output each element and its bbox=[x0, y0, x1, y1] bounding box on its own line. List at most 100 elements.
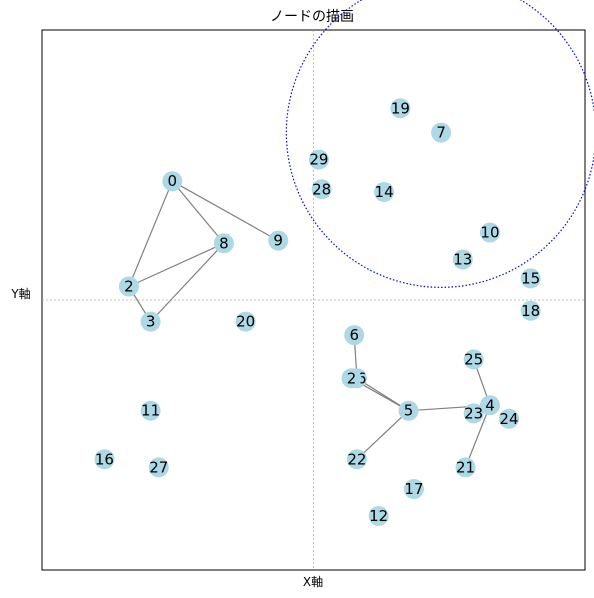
node-label: 7 bbox=[436, 124, 446, 142]
node-label: 12 bbox=[369, 507, 388, 525]
node-marker bbox=[431, 122, 452, 143]
node-label: 27 bbox=[149, 458, 168, 476]
node: 6 bbox=[344, 325, 365, 346]
node-label: 18 bbox=[521, 302, 540, 320]
node: 16 bbox=[94, 449, 115, 470]
node-label: 9 bbox=[273, 232, 283, 250]
node-label: 2 bbox=[347, 369, 357, 387]
edge bbox=[172, 180, 279, 242]
node-label: 3 bbox=[146, 313, 156, 331]
edge bbox=[171, 180, 225, 244]
node-marker bbox=[479, 222, 500, 243]
node: 5 bbox=[398, 400, 419, 421]
y-axis-label: Y軸 bbox=[10, 287, 30, 301]
node-label: 23 bbox=[464, 404, 483, 422]
node-marker bbox=[455, 457, 476, 478]
node: 18 bbox=[520, 300, 541, 321]
node: 21 bbox=[455, 457, 476, 478]
node: 17 bbox=[403, 479, 424, 499]
node-label: 2 bbox=[124, 278, 134, 296]
node-label: 20 bbox=[236, 313, 255, 331]
node-label: 28 bbox=[312, 180, 331, 198]
node: 2 bbox=[341, 368, 362, 389]
node: 28 bbox=[311, 179, 332, 200]
node: 27 bbox=[148, 457, 169, 478]
node-marker bbox=[140, 400, 161, 421]
node-marker bbox=[463, 403, 484, 424]
node-marker bbox=[390, 98, 411, 119]
node-marker bbox=[162, 171, 183, 192]
chart-title: ノードの描画 bbox=[270, 9, 354, 25]
node: 23 bbox=[463, 403, 484, 424]
node: 7 bbox=[431, 122, 452, 143]
node-label: 10 bbox=[480, 224, 499, 242]
node-marker bbox=[368, 506, 389, 526]
node-label: 5 bbox=[404, 402, 414, 420]
node-marker bbox=[346, 449, 367, 470]
node: 15 bbox=[520, 268, 541, 289]
node-label: 4 bbox=[485, 396, 495, 414]
node: 9 bbox=[268, 230, 289, 251]
node-label: 13 bbox=[453, 251, 472, 269]
node: 19 bbox=[390, 98, 411, 119]
node-marker bbox=[308, 149, 329, 170]
node-label: 22 bbox=[347, 450, 366, 468]
x-axis-label: X軸 bbox=[303, 575, 323, 589]
node-marker bbox=[94, 449, 115, 470]
node-marker bbox=[463, 349, 484, 370]
node-label: 11 bbox=[141, 402, 160, 420]
node: 12 bbox=[368, 506, 389, 526]
node-label: 24 bbox=[499, 410, 518, 428]
node-marker bbox=[140, 311, 161, 332]
node-marker bbox=[118, 276, 139, 297]
node-label: 6 bbox=[349, 326, 359, 344]
node-label: 29 bbox=[309, 151, 328, 169]
highlight-circle bbox=[285, 0, 594, 288]
node: 14 bbox=[374, 182, 395, 202]
edge bbox=[356, 410, 409, 460]
node: 29 bbox=[308, 149, 329, 170]
node: 0 bbox=[162, 171, 183, 192]
edge bbox=[464, 405, 491, 468]
node-label: 25 bbox=[464, 350, 483, 368]
node: 13 bbox=[452, 249, 473, 270]
node-marker bbox=[311, 179, 332, 200]
node-label: 14 bbox=[375, 183, 394, 201]
node-marker bbox=[235, 311, 256, 332]
node-marker bbox=[403, 479, 424, 499]
node-label: 21 bbox=[456, 458, 475, 476]
node: 10 bbox=[479, 222, 500, 243]
node-label: 0 bbox=[168, 172, 178, 190]
edge bbox=[128, 180, 173, 287]
nodes-group: 0238920111627292814197101315186262525423… bbox=[94, 98, 541, 526]
node-label: 8 bbox=[219, 234, 229, 252]
node-marker bbox=[344, 325, 365, 346]
node: 25 bbox=[463, 349, 484, 370]
node: 3 bbox=[140, 311, 161, 332]
node-label: 16 bbox=[95, 450, 114, 468]
node-marker bbox=[452, 249, 473, 270]
node-label: 15 bbox=[521, 269, 540, 287]
node-marker bbox=[498, 408, 519, 429]
node: 11 bbox=[140, 400, 161, 421]
node-marker bbox=[341, 368, 362, 389]
node-marker bbox=[479, 395, 500, 416]
node-marker bbox=[148, 457, 169, 478]
edge bbox=[128, 242, 225, 288]
node-marker bbox=[520, 268, 541, 289]
node: 20 bbox=[235, 311, 256, 332]
node: 22 bbox=[346, 449, 367, 470]
node: 2 bbox=[118, 276, 139, 297]
node: 24 bbox=[498, 408, 519, 429]
node-marker bbox=[213, 233, 234, 254]
node-marker bbox=[398, 400, 419, 421]
node: 4 bbox=[479, 395, 500, 416]
node-marker bbox=[268, 230, 289, 251]
node-marker bbox=[374, 182, 395, 202]
edge bbox=[150, 242, 225, 323]
node-label: 19 bbox=[391, 99, 410, 117]
node: 8 bbox=[213, 233, 234, 254]
node-marker bbox=[520, 300, 541, 321]
node-label: 17 bbox=[404, 480, 423, 498]
